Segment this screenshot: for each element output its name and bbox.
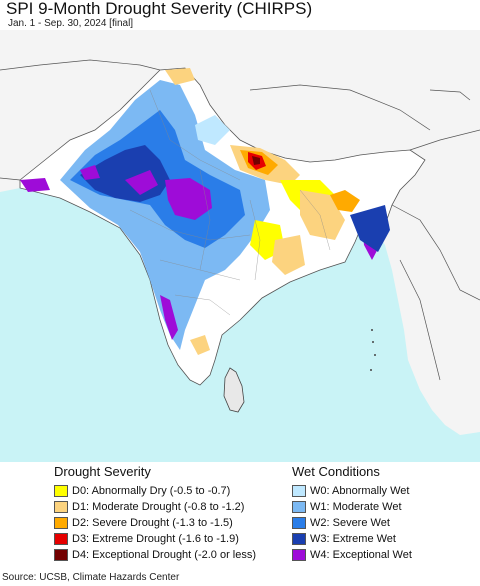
drought-d1-central	[272, 235, 305, 275]
legend-item-w1: W1: Moderate Wet	[292, 500, 402, 514]
swatch-d1	[54, 501, 68, 513]
swatch-d2	[54, 517, 68, 529]
swatch-w3	[292, 533, 306, 545]
drought-d4	[252, 156, 260, 165]
drought-d1-south	[190, 335, 210, 355]
admin-borders	[129, 89, 331, 316]
swatch-w2	[292, 517, 306, 529]
legend-item-w3: W3: Extreme Wet	[292, 532, 396, 546]
wet-region-abnormal	[195, 115, 230, 145]
source-credit: Source: UCSB, Climate Hazards Center	[2, 572, 180, 583]
legend-item-d2: D2: Severe Drought (-1.3 to -1.5)	[54, 516, 233, 530]
andaman-islands	[370, 329, 376, 371]
swatch-d0	[54, 485, 68, 497]
legend-item-w0: W0: Abnormally Wet	[292, 484, 409, 498]
wet-region-exceptional-6	[160, 295, 178, 340]
drought-d1-east	[300, 190, 345, 240]
sea	[0, 188, 480, 464]
swatch-w4	[292, 549, 306, 561]
drought-d1-north	[165, 68, 195, 85]
legend-item-d0: D0: Abnormally Dry (-0.5 to -0.7)	[54, 484, 230, 498]
legend-item-w2: W2: Severe Wet	[292, 516, 390, 530]
legend: Drought Severity Wet Conditions D0: Abno…	[0, 462, 480, 570]
wet-region-extreme-2	[350, 205, 390, 252]
legend-wet-title: Wet Conditions	[292, 464, 380, 479]
sri-lanka	[223, 367, 245, 413]
swatch-w0	[292, 485, 306, 497]
country-borders	[0, 59, 480, 381]
map-subtitle: Jan. 1 - Sep. 30, 2024 [final]	[8, 18, 134, 29]
legend-drought-title: Drought Severity	[54, 464, 151, 479]
legend-item-w4: W4: Exceptional Wet	[292, 548, 412, 562]
swatch-d4	[54, 549, 68, 561]
drought-map	[0, 30, 480, 464]
legend-item-d3: D3: Extreme Drought (-1.6 to -1.9)	[54, 532, 239, 546]
drought-d2-east	[330, 190, 360, 212]
swatch-w1	[292, 501, 306, 513]
map-title: SPI 9-Month Drought Severity (CHIRPS)	[6, 0, 313, 18]
swatch-d3	[54, 533, 68, 545]
legend-item-d1: D1: Moderate Drought (-0.8 to -1.2)	[54, 500, 244, 514]
legend-item-d4: D4: Exceptional Drought (-2.0 or less)	[54, 548, 256, 562]
wet-region-exceptional-3	[20, 178, 50, 192]
wet-region-exceptional-2	[125, 170, 158, 195]
wet-region-exceptional-4	[80, 165, 100, 180]
wet-region-exceptional-1	[165, 178, 212, 220]
